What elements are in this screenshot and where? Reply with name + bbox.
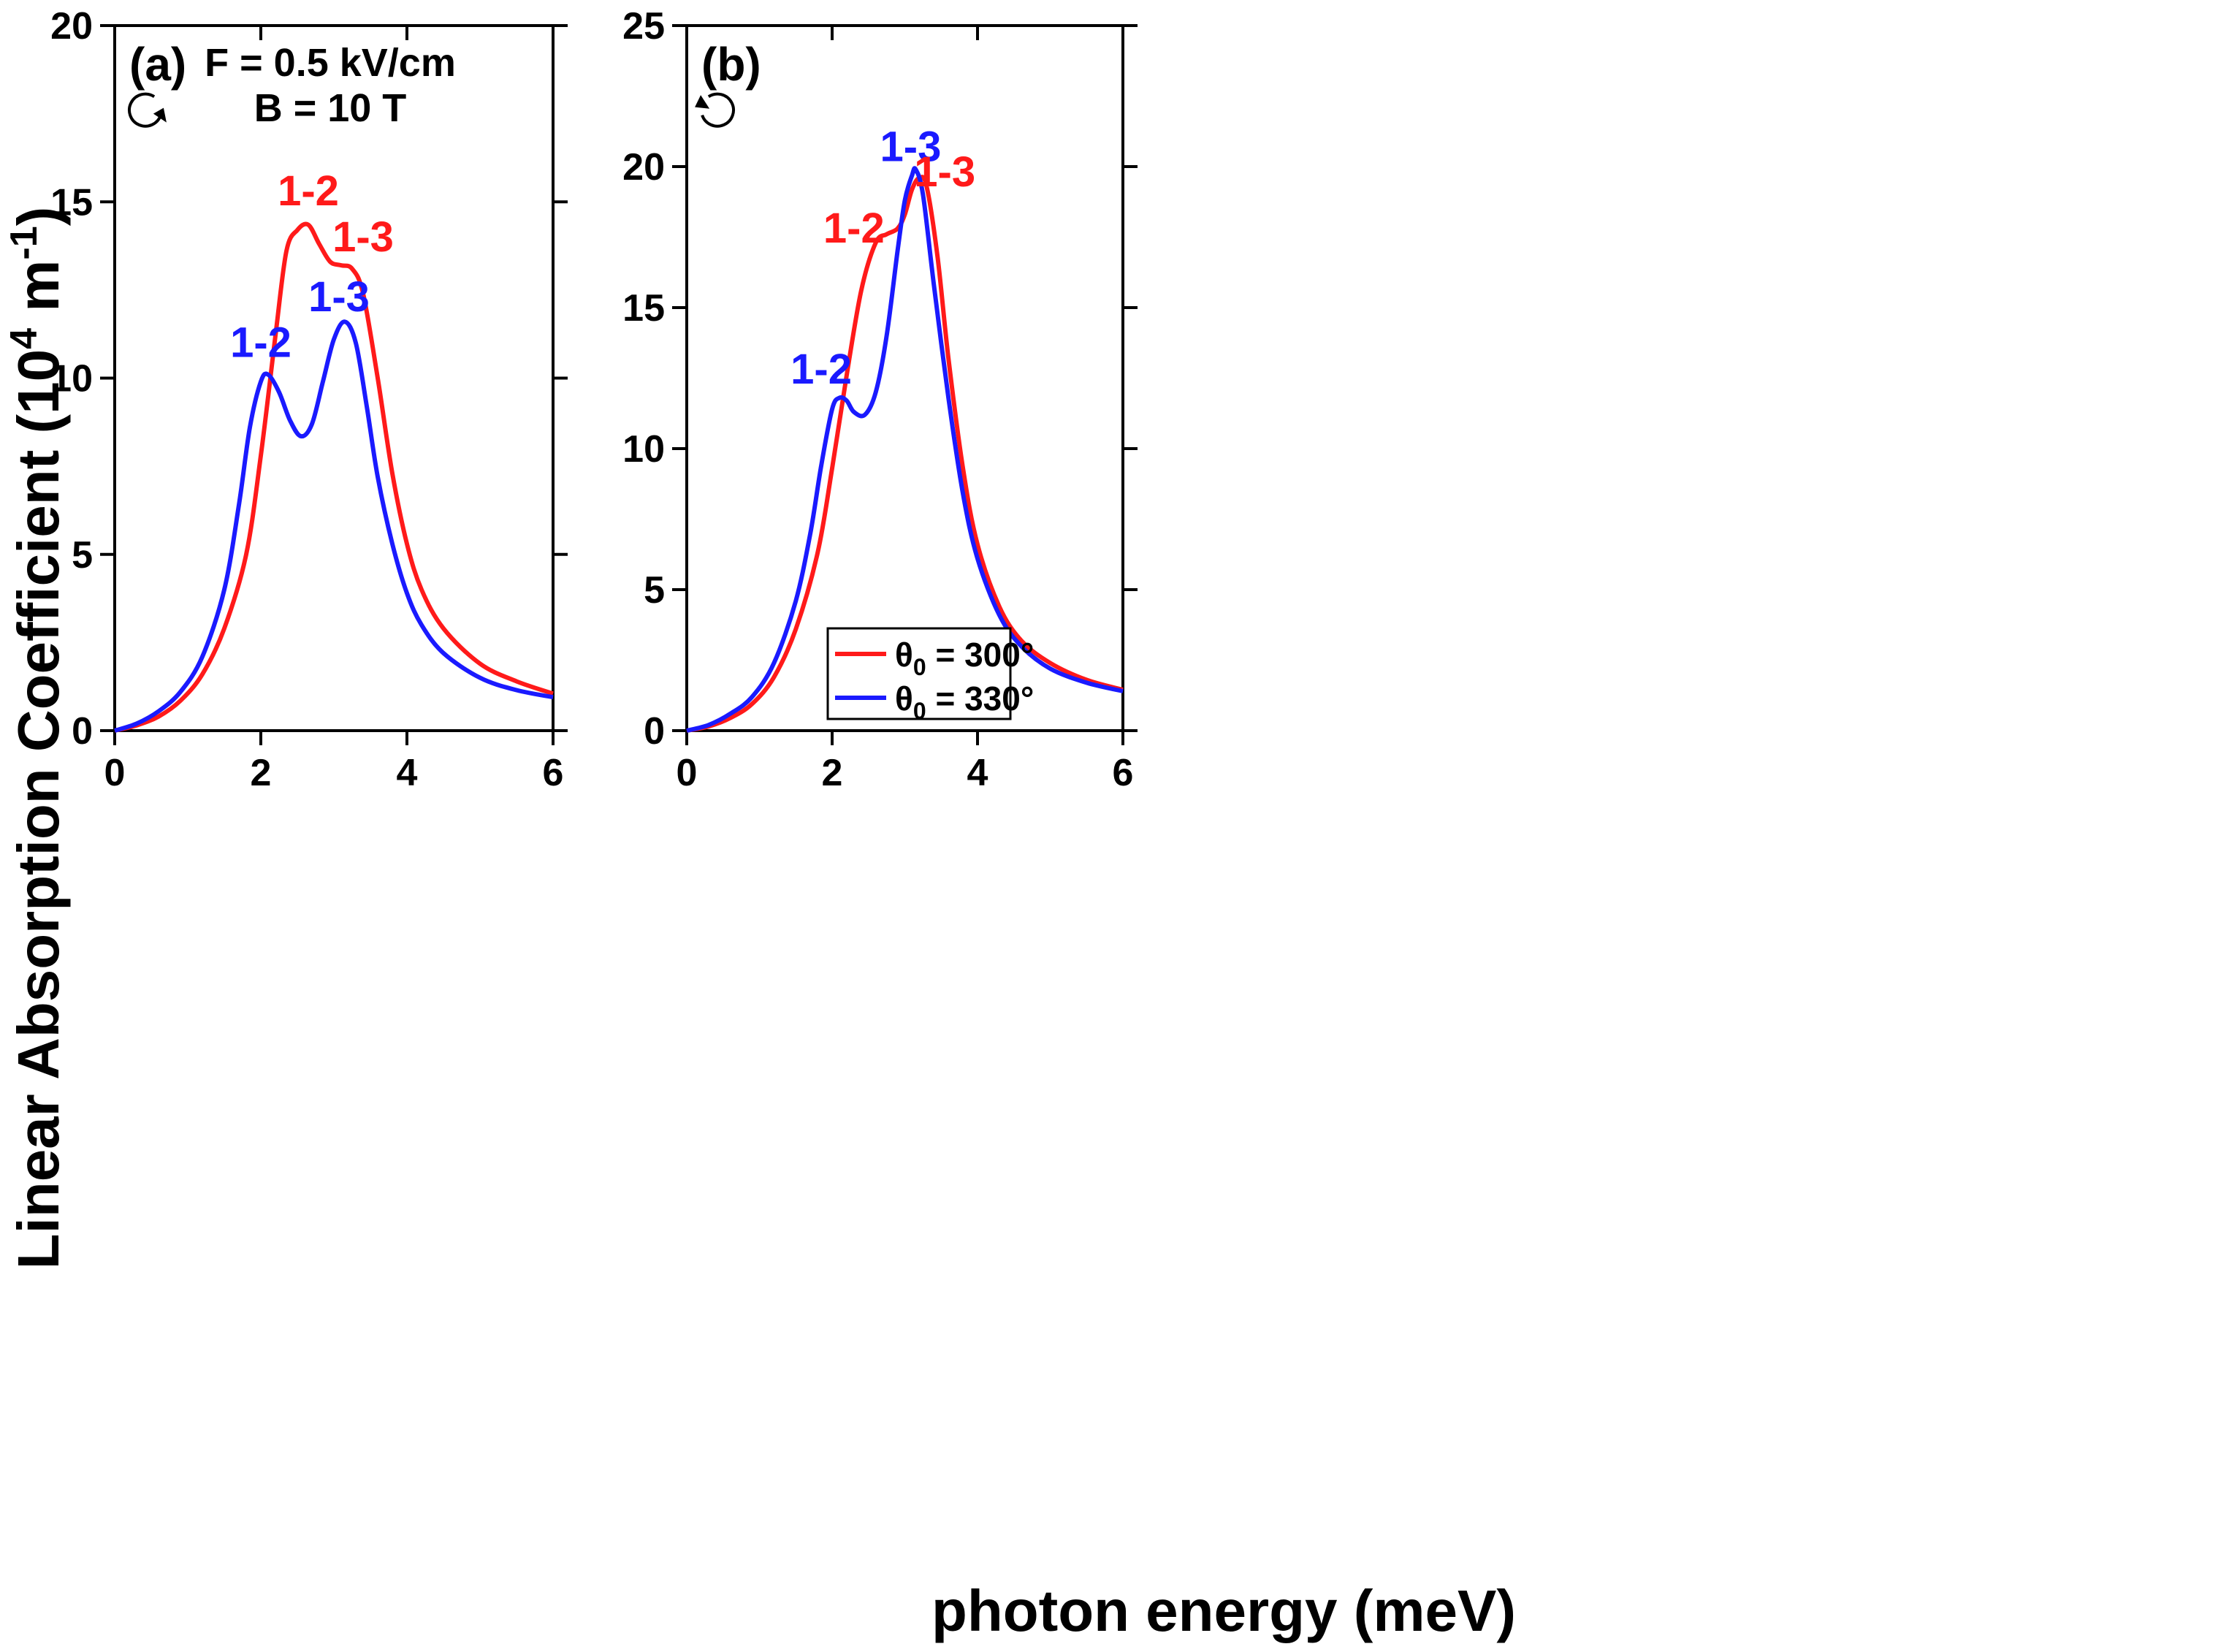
x-tick-label: 0 [104,752,126,794]
y-tick-label: 15 [50,181,93,224]
legend-box [826,627,1012,720]
x-tick-label: 6 [1113,752,1134,794]
panel-label: (a) [129,38,186,91]
x-tick-label: 4 [397,752,418,794]
y-axis-label-mid: m [6,260,71,328]
y-tick-label: 5 [644,569,665,612]
legend-value: = 300° [926,636,1035,674]
peak-label: 1-3 [914,148,975,196]
legend: θ0 = 300°θ0 = 330° [826,627,1034,724]
counterclockwise-arrow-icon [695,92,735,128]
legend-entry: θ0 = 300° [895,636,1034,680]
legend-subscript: 0 [913,654,926,680]
y-tick-label: 0 [72,710,93,753]
plot-frame [113,24,555,732]
peak-label: 1-2 [790,346,852,393]
y-axis-label: Linear Absorption Coefficient (104 m-1) [3,207,71,1270]
x-tick-label: 2 [251,752,272,794]
annotation-field: F = 0.5 kV/cm [205,41,456,85]
plot-frame [685,24,1124,732]
legend-subscript: 0 [913,698,926,724]
y-tick-label: 20 [50,5,93,47]
y-axis-label-end: ) [6,207,71,227]
peak-label: 1-3 [880,123,942,170]
annotation-magnetic: B = 10 T [254,86,407,130]
series-line-red [114,221,554,733]
arrow-arc [701,92,735,128]
peak-label: 1-2 [823,205,885,252]
y-tick-label: 25 [622,5,665,47]
y-axis-label-sup2: -1 [3,226,45,259]
y-tick-label: 15 [622,287,665,330]
peak-label: 1-3 [308,273,370,321]
x-tick-label: 0 [677,752,698,794]
panel-label: (b) [701,38,761,91]
legend-theta: θ [895,636,913,674]
legend-value: = 330° [926,680,1035,717]
y-tick-label: 10 [50,358,93,400]
legend-entry: θ0 = 330° [895,680,1034,724]
peak-label: 1-2 [230,319,292,367]
arrow-head [695,95,710,109]
arrow-head [153,107,167,123]
series-line-blue [686,166,1124,733]
peak-label: 1-2 [278,167,339,215]
x-tick-label: 6 [543,752,564,794]
y-axis-label-main: Linear Absorption Coefficient (10 [6,349,71,1269]
x-tick-label: 4 [967,752,988,794]
series-line-blue [114,319,554,733]
y-axis-label-sup1: 4 [3,328,45,349]
legend-theta: θ [895,680,913,717]
y-tick-label: 0 [644,710,665,753]
arrow-arc [128,92,162,128]
y-tick-label: 20 [622,146,665,189]
clockwise-arrow-icon [128,92,167,128]
y-tick-label: 5 [72,534,93,576]
x-tick-label: 2 [822,752,843,794]
peak-label: 1-3 [332,213,394,261]
x-axis-label: photon energy (meV) [931,1578,1516,1643]
y-tick-label: 10 [622,428,665,471]
